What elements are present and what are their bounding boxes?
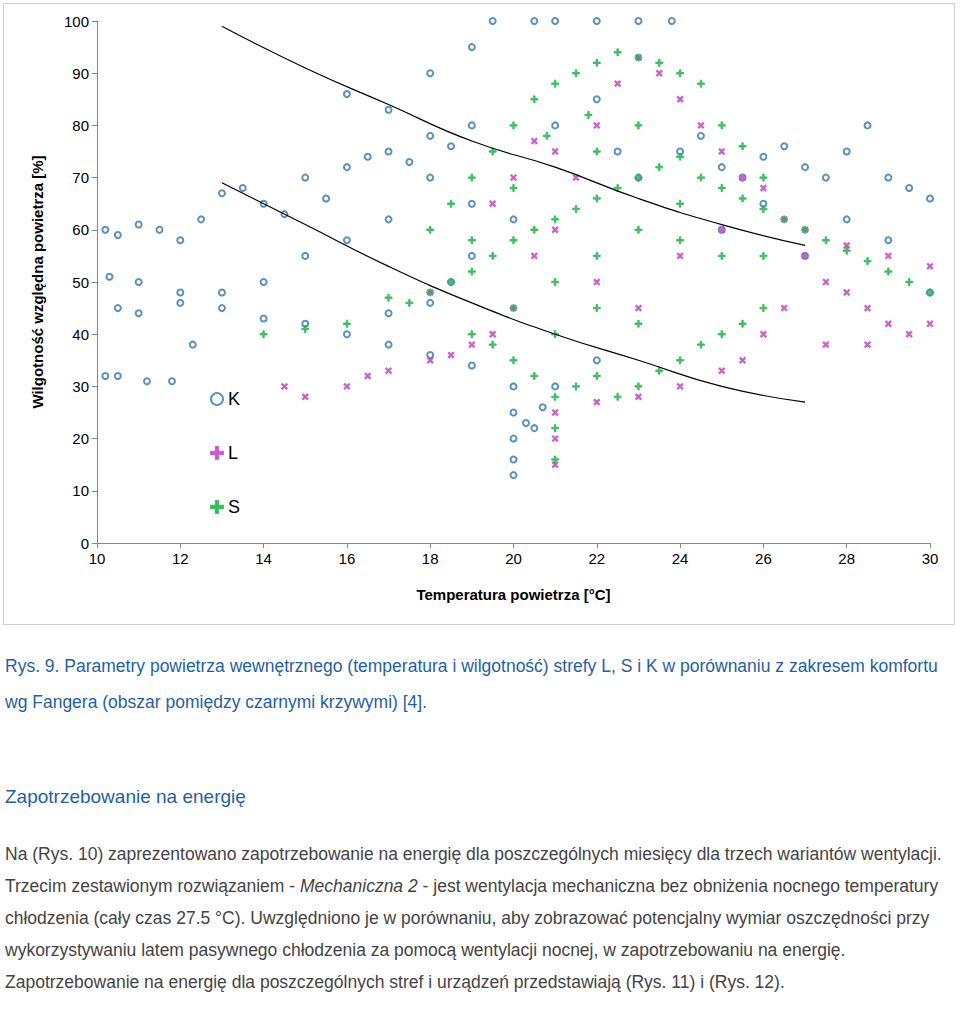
svg-text:20: 20 (505, 550, 522, 567)
svg-text:10: 10 (89, 550, 106, 567)
svg-text:80: 80 (72, 117, 89, 134)
svg-text:40: 40 (72, 326, 89, 343)
svg-text:24: 24 (672, 550, 689, 567)
svg-text:L: L (228, 443, 238, 463)
svg-text:Wilgotność względna powietrza: Wilgotność względna powietrza [%] (29, 155, 46, 408)
html-text:Na (Rys. 10) zaprezentowano za: Na (Rys. 10) zaprezentowano zapotrzebowa… (5, 844, 942, 992)
svg-text:50: 50 (72, 274, 89, 291)
svg-text:26: 26 (755, 550, 772, 567)
svg-text:20: 20 (72, 430, 89, 447)
svg-text:70: 70 (72, 169, 89, 186)
svg-text:Temperatura powietrza [°C]: Temperatura powietrza [°C] (416, 586, 610, 603)
html-text:Zapotrzebowanie na energię: Zapotrzebowanie na energię (5, 786, 246, 807)
html-text:Rys. 9. Parametry powietrza we: Rys. 9. Parametry powietrza wewnętrznego… (5, 656, 938, 712)
svg-text:12: 12 (172, 550, 189, 567)
svg-text:60: 60 (72, 221, 89, 238)
svg-text:18: 18 (422, 550, 439, 567)
svg-text:14: 14 (255, 550, 272, 567)
svg-text:0: 0 (81, 535, 89, 552)
svg-text:K: K (228, 389, 240, 409)
svg-text:S: S (228, 497, 240, 517)
svg-text:30: 30 (72, 378, 89, 395)
svg-text:22: 22 (588, 550, 605, 567)
svg-text:90: 90 (72, 65, 89, 82)
svg-text:16: 16 (339, 550, 356, 567)
svg-text:28: 28 (838, 550, 855, 567)
svg-text:100: 100 (64, 13, 89, 30)
svg-text:10: 10 (72, 482, 89, 499)
svg-text:30: 30 (922, 550, 939, 567)
